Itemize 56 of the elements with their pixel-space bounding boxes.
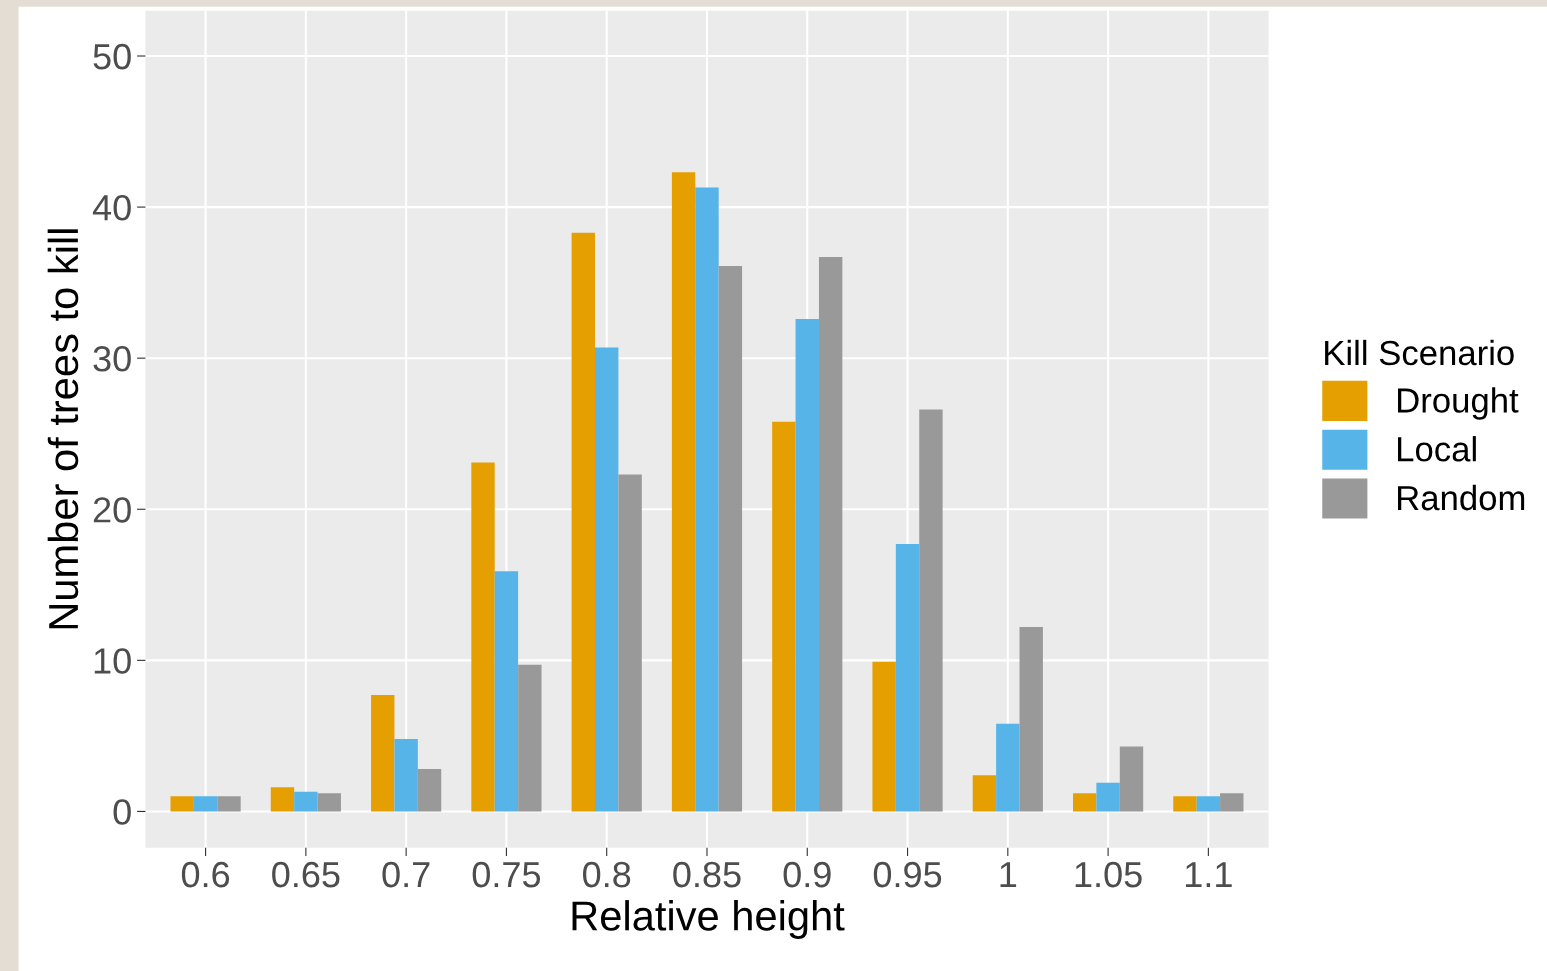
y-tick-label: 30 [93, 346, 131, 372]
bar [795, 318, 819, 812]
bar [618, 474, 642, 812]
legend-label: Drought [1398, 387, 1519, 420]
bar [671, 172, 696, 812]
y-tick-label: 10 [94, 648, 131, 674]
bar [595, 347, 619, 812]
x-tick-label: 0.7 [382, 861, 430, 888]
x-tick-label: 0.9 [783, 861, 831, 888]
bar [972, 775, 997, 812]
bar [695, 187, 719, 812]
bar [571, 232, 595, 812]
bar [1119, 746, 1144, 812]
bar [394, 738, 418, 812]
bar [1096, 782, 1120, 812]
x-tick-label: 0.75 [472, 861, 541, 888]
x-tick-label: 0.95 [873, 861, 942, 888]
bar [1019, 627, 1043, 812]
legend-title: Kill Scenario [1325, 339, 1514, 366]
bar [1196, 796, 1221, 812]
bar [371, 695, 395, 812]
bar [217, 796, 241, 812]
legend-label: Local [1398, 436, 1476, 462]
bar [1073, 793, 1097, 812]
x-tick-label: 0.8 [583, 861, 631, 888]
bar [471, 462, 495, 812]
bar [417, 769, 442, 812]
bar [518, 664, 542, 812]
bar [270, 787, 295, 812]
bar [772, 421, 796, 812]
bar [294, 791, 318, 812]
bar [872, 661, 896, 812]
bar [1220, 793, 1244, 812]
y-tick-label: 50 [93, 43, 131, 70]
bar [494, 571, 519, 812]
bar [818, 256, 843, 812]
bar [317, 793, 341, 812]
bar [895, 544, 920, 812]
bar [996, 723, 1020, 812]
bar [718, 266, 743, 812]
x-tick-label: 0.6 [181, 861, 230, 888]
bar [193, 796, 218, 812]
x-tick-label: 1 [1000, 862, 1017, 888]
x-tick-label: 1.05 [1075, 861, 1142, 888]
x-tick-label: 1.1 [1186, 862, 1232, 888]
x-axis-title: Relative height [572, 900, 845, 939]
x-tick-label: 0.85 [673, 861, 741, 888]
y-axis-title: Number of trees to kill [47, 229, 79, 629]
bar [1173, 796, 1197, 812]
y-tick-label: 0 [113, 799, 131, 825]
bar [919, 409, 943, 812]
y-tick-label: 40 [92, 194, 131, 221]
bar [170, 796, 194, 812]
y-tick-label: 20 [93, 497, 131, 523]
legend-label: Random [1398, 484, 1525, 511]
x-tick-label: 0.65 [272, 861, 340, 888]
